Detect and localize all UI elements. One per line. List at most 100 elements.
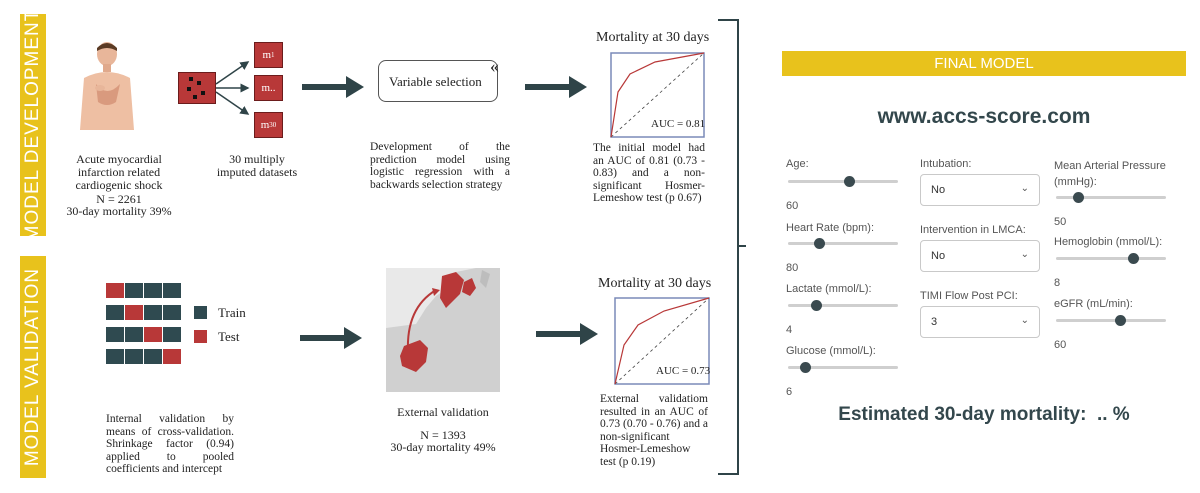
cv-train-cell [125, 327, 144, 342]
heart-rate-value: 80 [786, 262, 799, 274]
lactate-slider-knob[interactable] [810, 300, 822, 311]
roc-dev-title: Mortality at 30 days [596, 30, 710, 45]
lmca-select[interactable]: No ⌄ [920, 240, 1040, 272]
patient-illustration [80, 42, 134, 130]
flow-arrow-3 [300, 327, 362, 349]
cv-test-cell [106, 283, 125, 298]
roc-val-plot [614, 297, 710, 385]
heart-rate-slider-knob[interactable] [813, 238, 825, 249]
cv-train-cell [163, 305, 182, 320]
development-banner-label: MODEL DEVELOPMENT [22, 8, 43, 242]
cv-fold-row [106, 327, 182, 342]
final-model-banner: FINAL MODEL [782, 51, 1186, 76]
age-slider[interactable] [788, 176, 898, 187]
estimated-mortality: Estimated 30-day mortality: .. % [838, 404, 1130, 425]
chevron-left-icon: « [490, 56, 499, 76]
cv-train-cell [144, 349, 163, 364]
roc-val-caption: External validatiom resulted in an AUC o… [600, 393, 708, 468]
egfr-label: eGFR (mL/min): [1054, 298, 1133, 310]
lactate-slider[interactable] [788, 300, 898, 311]
hemoglobin-slider[interactable] [1056, 253, 1166, 264]
flow-arrow-1 [302, 76, 364, 98]
intubation-select-value: No [931, 184, 946, 196]
timi-select-value: 3 [931, 316, 938, 328]
validation-banner: MODEL VALIDATION [20, 256, 46, 478]
cv-test-cell [125, 305, 144, 320]
chevron-down-icon: ⌄ [1020, 315, 1029, 326]
map-value: 50 [1054, 216, 1067, 228]
cv-test-cell [144, 327, 163, 342]
external-mortality: 30-day mortality 49% [390, 440, 496, 454]
heart-rate-slider[interactable] [788, 238, 898, 249]
timi-select[interactable]: 3 ⌄ [920, 306, 1040, 338]
cv-fold-row [106, 349, 182, 364]
cv-test-cell [163, 349, 182, 364]
dataset-grid-icon [178, 72, 216, 104]
hemoglobin-label: Hemoglobin (mmol/L): [1054, 236, 1163, 248]
cv-train-cell [125, 349, 144, 364]
external-n: N = 1393 [420, 428, 466, 442]
external-caption: External validation [397, 405, 489, 419]
map-netherlands-denmark [386, 268, 500, 392]
legend-test-swatch [194, 330, 207, 343]
lmca-label: Intervention in LMCA: [920, 224, 1026, 236]
roc-dev-auc: AUC = 0.81 [651, 118, 706, 130]
glucose-value: 6 [786, 386, 793, 398]
roc-dev-caption: The initial model had an AUC of 0.81 (0.… [593, 142, 705, 204]
dataset-box-30: m 30 [254, 112, 283, 138]
variable-selection-box: Variable selection [378, 60, 498, 102]
cv-train-cell [125, 283, 144, 298]
lactate-label: Lactate (mmol/L): [786, 283, 872, 295]
validation-banner-label: MODEL VALIDATION [22, 267, 43, 467]
cv-train-cell [106, 327, 125, 342]
intubation-select[interactable]: No ⌄ [920, 174, 1040, 206]
legend-test-label: Test [218, 329, 240, 344]
cv-train-cell [163, 327, 182, 342]
egfr-value: 60 [1054, 339, 1067, 351]
cv-caption: Internal validation by means of cross-va… [106, 413, 234, 475]
map-slider[interactable] [1056, 192, 1166, 203]
chevron-down-icon: ⌄ [1020, 249, 1029, 260]
variable-selection-label: Variable selection [389, 74, 482, 89]
selection-caption: Development of the prediction model usin… [370, 141, 510, 191]
cv-train-cell [106, 349, 125, 364]
datasets-caption: 30 multiply imputed datasets [216, 152, 298, 179]
timi-label: TIMI Flow Post PCI: [920, 290, 1018, 302]
patient-mortality: 30-day mortality 39% [66, 204, 172, 218]
chevron-down-icon: ⌄ [1020, 183, 1029, 194]
legend-train-swatch [194, 306, 207, 319]
cv-train-cell [163, 283, 182, 298]
lmca-select-value: No [931, 250, 946, 262]
hemoglobin-slider-knob[interactable] [1128, 253, 1139, 264]
dataset-box-2: m.. [254, 75, 283, 101]
map-label: Mean Arterial Pressure (mmHg): [1054, 160, 1166, 188]
flow-arrow-2 [525, 76, 587, 98]
intubation-label: Intubation: [920, 158, 972, 170]
fanout-arrows [215, 61, 250, 115]
glucose-label: Glucose (mmol/L): [786, 345, 876, 357]
patient-n: N = 2261 [96, 192, 142, 206]
hemoglobin-value: 8 [1054, 277, 1061, 289]
website-url[interactable]: www.accs-score.com [877, 105, 1091, 128]
cv-fold-row [106, 305, 182, 320]
lactate-value: 4 [786, 324, 793, 336]
legend-train-label: Train [218, 305, 246, 320]
patient-caption: Acute myocardial infarction related card… [75, 152, 163, 192]
cv-train-cell [144, 283, 163, 298]
development-banner: MODEL DEVELOPMENT [20, 9, 46, 241]
cv-train-cell [144, 305, 163, 320]
roc-dev-plot [610, 52, 705, 138]
glucose-slider-knob[interactable] [799, 362, 811, 373]
glucose-slider[interactable] [788, 362, 898, 373]
final-model-banner-label: FINAL MODEL [934, 55, 1034, 72]
egfr-slider[interactable] [1056, 315, 1166, 326]
cv-train-cell [106, 305, 125, 320]
cv-fold-row [106, 283, 182, 298]
egfr-slider-knob[interactable] [1114, 315, 1126, 326]
cv-folds [106, 283, 182, 371]
map-slider-knob[interactable] [1073, 192, 1084, 203]
age-slider-knob[interactable] [843, 176, 855, 187]
bracket [718, 19, 746, 475]
flow-arrow-4 [536, 323, 598, 345]
